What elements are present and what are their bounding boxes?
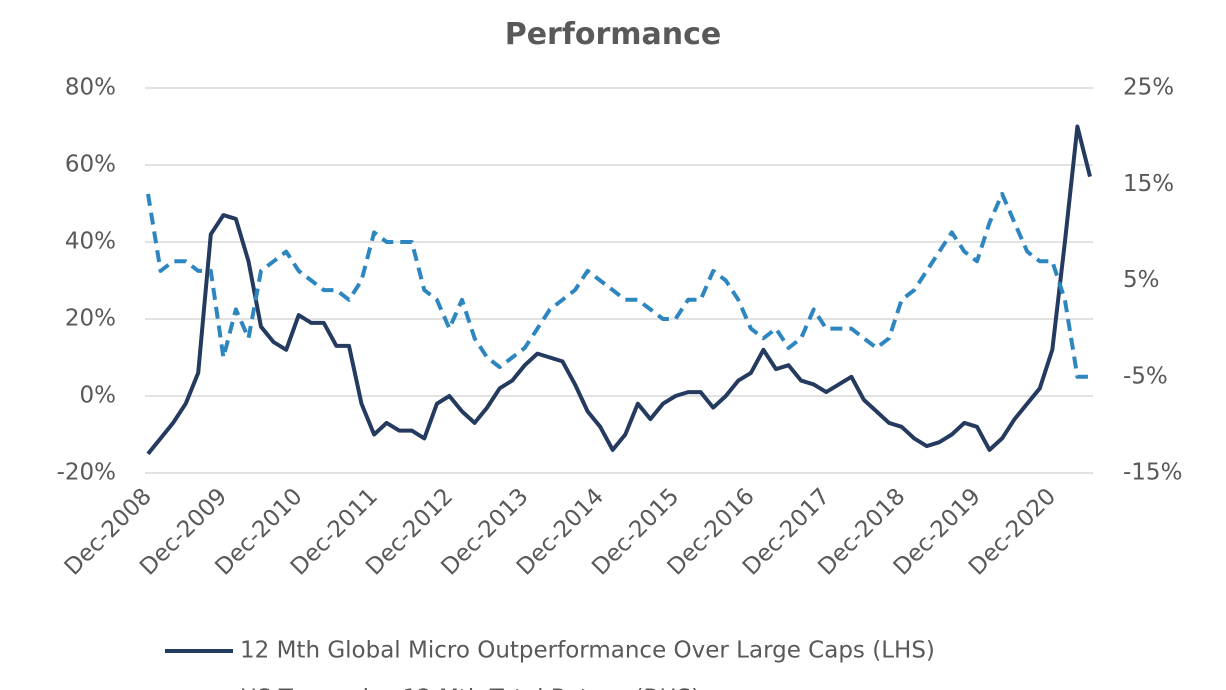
y-tick-label: 40%	[65, 229, 116, 255]
y-tick-label: 20%	[65, 306, 116, 332]
y2-tick-label: 25%	[1123, 75, 1174, 101]
y-tick-label: 80%	[65, 75, 116, 101]
y2-tick-label: -15%	[1123, 460, 1182, 486]
chart-title: US Treasuries Return and Global Micro Re…	[212, 0, 1013, 52]
y2-tick-label: -5%	[1123, 363, 1168, 389]
y2-tick-label: 15%	[1123, 171, 1174, 197]
y2-tick-label: 5%	[1123, 267, 1160, 293]
series-line	[146, 191, 1090, 379]
series-line	[146, 124, 1092, 456]
y-tick-label: -20%	[57, 460, 116, 486]
y-tick-label: 0%	[80, 383, 117, 409]
legend-label: 12 Mth Global Micro Outperformance Over …	[240, 638, 935, 664]
y-tick-label: 60%	[65, 152, 116, 178]
legend-label: US Treasuries 12 Mth Total Return (RHS)	[240, 686, 700, 690]
